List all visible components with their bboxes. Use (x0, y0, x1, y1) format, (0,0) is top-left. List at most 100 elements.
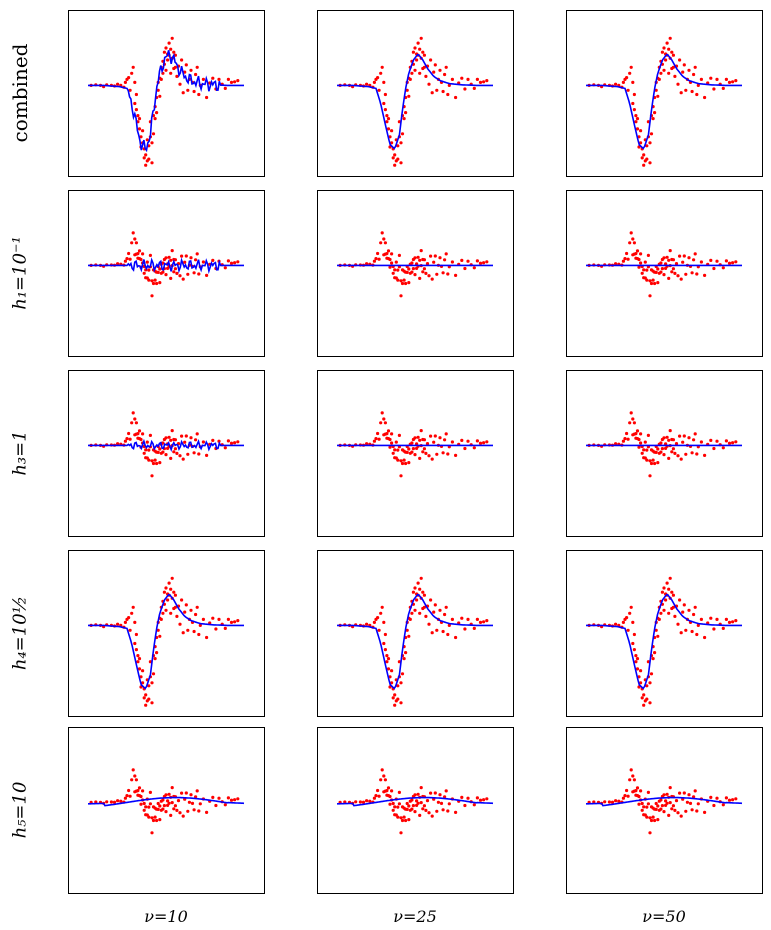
data-point (133, 237, 137, 241)
data-point (421, 50, 425, 54)
data-point (365, 82, 369, 86)
data-point (721, 86, 725, 90)
data-point (236, 619, 240, 623)
data-point (654, 807, 658, 812)
data-point (653, 818, 657, 823)
panel-frame (317, 370, 514, 537)
data-point (692, 612, 696, 617)
data-point (167, 41, 171, 45)
data-point (374, 794, 378, 798)
data-point (430, 91, 434, 95)
data-point (410, 807, 414, 811)
data-point (637, 257, 641, 262)
data-point (421, 450, 425, 454)
data-point (632, 778, 637, 782)
data-point (156, 628, 160, 632)
data-point (640, 451, 644, 455)
data-point (394, 260, 398, 264)
data-point (646, 802, 651, 806)
data-point (236, 79, 240, 83)
data-point (411, 267, 415, 271)
data-point (635, 667, 640, 671)
data-point (144, 693, 148, 697)
data-point (610, 800, 615, 804)
data-point (648, 161, 652, 165)
data-point (192, 89, 196, 94)
data-point (651, 117, 655, 121)
data-point (192, 808, 196, 812)
data-point (410, 611, 414, 615)
data-point (443, 258, 447, 262)
data-point (645, 805, 649, 809)
data-point (385, 789, 389, 793)
data-point (391, 156, 395, 160)
data-point (475, 259, 479, 263)
data-point (197, 809, 201, 813)
data-point (435, 628, 439, 632)
data-point (727, 261, 732, 265)
data-point (411, 447, 415, 451)
data-point (667, 813, 671, 818)
data-point (441, 451, 445, 455)
data-point (151, 818, 156, 823)
data-point (233, 261, 237, 265)
data-point (150, 474, 154, 478)
data-point (678, 434, 682, 438)
data-point (413, 810, 417, 814)
data-point (632, 92, 637, 97)
data-point (642, 163, 646, 167)
data-point (450, 440, 454, 444)
data-point (659, 450, 663, 454)
data-point (164, 810, 168, 814)
data-point (195, 605, 199, 609)
data-point (151, 132, 156, 136)
data-point (454, 635, 458, 640)
data-point (628, 611, 632, 615)
data-point (158, 804, 162, 808)
panel-r3-c1 (317, 550, 514, 717)
data-point (709, 76, 713, 80)
data-point (709, 258, 713, 262)
data-point (621, 796, 626, 800)
data-point (393, 805, 397, 809)
data-point (623, 257, 627, 261)
data-point (682, 434, 686, 438)
data-point (454, 810, 458, 815)
data-point (147, 684, 151, 688)
data-point (444, 789, 448, 793)
data-point (407, 267, 411, 271)
data-point (150, 701, 154, 705)
data-point (404, 818, 408, 823)
data-point (397, 790, 401, 795)
data-point (446, 452, 450, 456)
data-point (164, 256, 168, 260)
data-point (415, 799, 419, 803)
data-point (167, 792, 171, 796)
data-point (416, 41, 420, 45)
data-point (130, 241, 134, 245)
data-point (424, 451, 428, 455)
data-point (693, 252, 697, 256)
data-point (109, 800, 113, 804)
panel-frame (317, 190, 514, 357)
data-point (201, 617, 205, 622)
data-point (137, 429, 142, 433)
panel-r3-c2 (566, 550, 763, 717)
data-point (128, 437, 132, 441)
data-point (416, 435, 420, 439)
data-point (164, 46, 168, 50)
data-point (656, 447, 660, 451)
data-point (444, 432, 448, 436)
data-point (460, 438, 464, 442)
data-point (399, 701, 403, 705)
data-point (167, 801, 171, 805)
data-point (197, 272, 201, 276)
data-point (635, 657, 640, 661)
data-point (664, 598, 668, 602)
data-point (654, 450, 658, 454)
data-point (377, 88, 381, 92)
data-point (438, 68, 442, 72)
data-point (430, 277, 434, 281)
fit-curve (88, 796, 245, 807)
data-point (676, 82, 680, 86)
